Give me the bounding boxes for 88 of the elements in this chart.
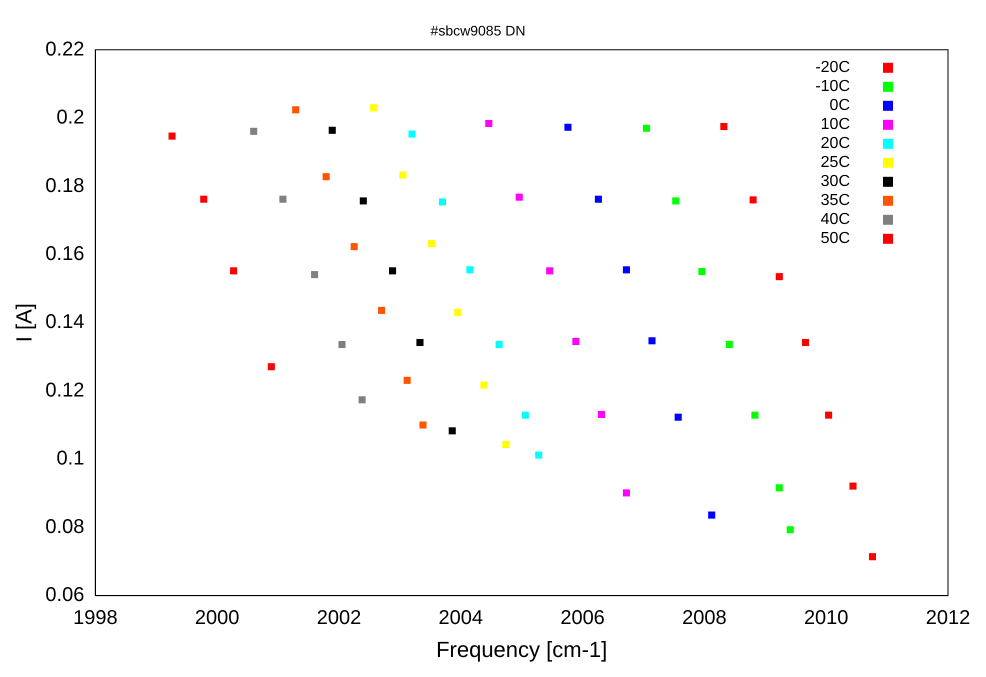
point xyxy=(428,240,436,248)
y-tick-label: 0.2 xyxy=(56,106,84,129)
point xyxy=(268,363,275,370)
point xyxy=(522,412,529,419)
y-tick-label: 0.1 xyxy=(56,448,84,470)
point xyxy=(404,376,411,384)
y-tick-label: 0.06 xyxy=(45,584,84,606)
point xyxy=(438,198,446,206)
point xyxy=(622,489,630,496)
x-tick-label: 2012 xyxy=(926,607,970,630)
legend-label: 30C xyxy=(820,173,850,190)
point xyxy=(786,526,794,534)
point xyxy=(750,196,757,204)
point xyxy=(698,268,706,276)
point xyxy=(502,440,510,448)
point xyxy=(535,452,542,459)
point xyxy=(825,412,832,419)
point xyxy=(358,396,366,404)
point xyxy=(572,338,580,345)
point xyxy=(408,130,416,138)
point xyxy=(480,382,488,389)
point xyxy=(516,194,523,201)
point xyxy=(496,340,503,348)
point xyxy=(279,196,286,203)
legend-label: 40C xyxy=(820,211,850,228)
point xyxy=(598,410,605,418)
point xyxy=(594,196,602,203)
point xyxy=(776,484,783,492)
point xyxy=(708,512,716,519)
chart-title: #sbcw9085 DN xyxy=(430,22,526,38)
point xyxy=(350,243,358,250)
point xyxy=(292,106,300,114)
point xyxy=(370,104,378,112)
legend-label: 10C xyxy=(820,116,850,134)
point xyxy=(360,197,367,204)
legend-label: 0C xyxy=(830,97,850,114)
x-tick-label: 2002 xyxy=(316,607,362,630)
x-tick-label: 1998 xyxy=(73,607,118,630)
y-tick-label: 0.18 xyxy=(45,174,84,197)
point xyxy=(674,414,682,421)
point xyxy=(776,273,783,280)
point xyxy=(564,124,572,131)
point xyxy=(546,267,554,274)
point xyxy=(849,482,857,490)
legend-label: 20C xyxy=(820,135,850,152)
point xyxy=(378,306,386,314)
point xyxy=(230,267,238,274)
x-axis-title: Frequency [cm-1] xyxy=(436,636,608,662)
y-tick-label: 0.08 xyxy=(45,516,84,538)
point xyxy=(322,173,330,180)
x-tick-label: 2004 xyxy=(438,607,484,630)
x-tick-label: 2008 xyxy=(682,607,727,630)
point xyxy=(389,267,396,274)
point xyxy=(168,132,176,140)
legend-label: -20C xyxy=(815,59,850,76)
legend-label: 50C xyxy=(820,230,850,248)
point xyxy=(622,266,630,274)
point xyxy=(311,271,318,278)
point xyxy=(416,338,424,346)
legend-label: 25C xyxy=(820,154,850,172)
x-tick-label: 2010 xyxy=(804,607,848,630)
y-axis-title: I [A] xyxy=(11,303,36,342)
y-tick-label: 0.16 xyxy=(45,242,84,265)
y-tick-label: 0.22 xyxy=(45,38,84,60)
point xyxy=(454,308,462,316)
point xyxy=(726,340,733,348)
point xyxy=(250,128,258,135)
point xyxy=(672,197,680,204)
y-tick-label: 0.14 xyxy=(45,311,84,334)
point xyxy=(720,123,728,130)
point xyxy=(419,422,427,429)
point xyxy=(868,553,876,560)
legend-label: -10C xyxy=(815,78,850,96)
point xyxy=(328,126,336,134)
x-tick-label: 2000 xyxy=(194,607,240,630)
point xyxy=(485,120,492,128)
point xyxy=(466,266,474,274)
point xyxy=(200,196,208,203)
point xyxy=(802,338,810,346)
point xyxy=(338,340,346,348)
point xyxy=(399,171,406,179)
point xyxy=(448,427,456,434)
legend-label: 35C xyxy=(820,192,850,210)
point xyxy=(648,337,656,344)
x-tick-label: 2006 xyxy=(560,607,605,630)
point xyxy=(751,412,758,419)
y-tick-label: 0.12 xyxy=(45,379,84,402)
point xyxy=(642,124,650,132)
